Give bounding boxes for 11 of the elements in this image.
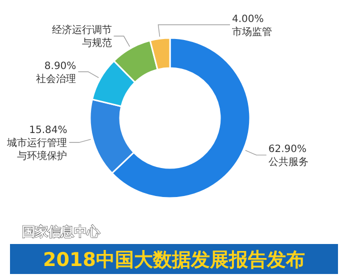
text: 国家信息中心 xyxy=(22,224,101,240)
text: 2018中国大数据发展报告发布 xyxy=(43,249,305,271)
data-label: 15.84% xyxy=(29,124,68,136)
data-label: 8.90% xyxy=(44,60,76,72)
slice-label: 市场监管 xyxy=(232,26,272,38)
data-label: 4.00% xyxy=(232,14,264,25)
slice-label: 经济运行调节与规范 xyxy=(52,24,112,50)
data-label: 62.90% xyxy=(268,144,307,156)
slice-label: 城市运行管理与环境保护 xyxy=(6,136,68,162)
slice-label: 公共服务 xyxy=(268,156,308,168)
slice-label: 社会治理 xyxy=(36,72,76,85)
